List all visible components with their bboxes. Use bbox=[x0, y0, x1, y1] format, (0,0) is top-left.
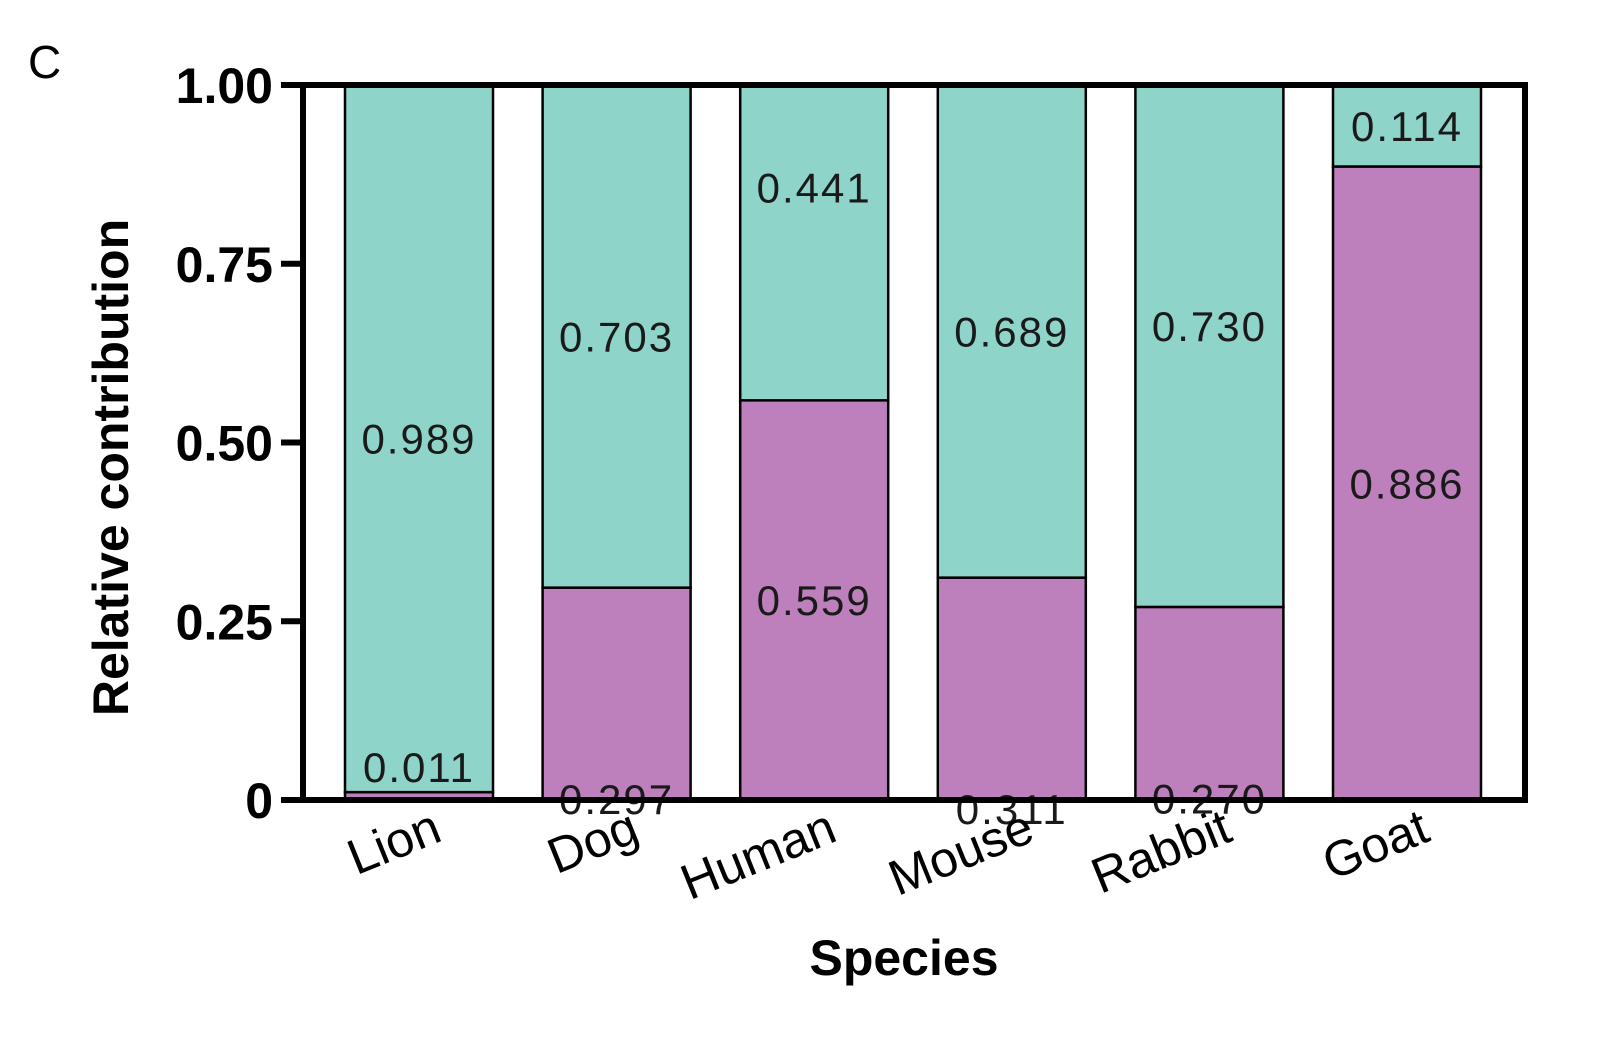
bar-segment-rabbit-0 bbox=[1134, 605, 1285, 802]
data-label-human-1: 0.441 bbox=[757, 165, 872, 212]
data-label-rabbit-1: 0.730 bbox=[1152, 303, 1267, 350]
y-tick-label: 0 bbox=[245, 773, 273, 829]
panel-label: C bbox=[28, 36, 61, 88]
bar-segment-mouse-0 bbox=[936, 576, 1088, 802]
y-tick-label: 0.25 bbox=[176, 594, 273, 650]
bar-segment-dog-0 bbox=[541, 586, 692, 802]
data-label-lion-0: 0.011 bbox=[363, 744, 475, 791]
bar-segment-human-1 bbox=[738, 83, 890, 402]
data-label-goat-0: 0.886 bbox=[1349, 460, 1464, 507]
x-tick-label-goat: Goat bbox=[1315, 798, 1437, 891]
data-label-human-0: 0.559 bbox=[757, 577, 872, 624]
bar-segment-dog-1 bbox=[541, 83, 692, 589]
bars-layer bbox=[343, 83, 1483, 802]
y-axis-title: Relative contribution bbox=[83, 219, 139, 716]
x-tick-label-human: Human bbox=[673, 798, 843, 910]
y-tick-label: 0.50 bbox=[176, 416, 273, 472]
x-tick-label-dog: Dog bbox=[540, 798, 646, 884]
bar-segment-goat-1 bbox=[1331, 83, 1483, 168]
x-axis: Lion Dog Human Mouse Rabbit Goat bbox=[339, 798, 1436, 910]
y-tick-label: 0.75 bbox=[176, 237, 273, 293]
data-label-lion-1: 0.989 bbox=[361, 416, 476, 463]
x-axis-title: Species bbox=[809, 930, 998, 986]
bar-segment-mouse-1 bbox=[936, 83, 1088, 579]
x-tick-label-lion: Lion bbox=[339, 798, 448, 885]
y-axis: 0 0.25 0.50 0.75 1.00 bbox=[176, 58, 303, 829]
data-label-dog-1: 0.703 bbox=[559, 313, 674, 360]
data-label-mouse-0: 0.311 bbox=[956, 786, 1068, 833]
data-labels-layer: 0.0110.9890.2970.7030.5590.4410.3110.689… bbox=[361, 103, 1464, 833]
data-label-goat-1: 0.114 bbox=[1351, 103, 1463, 150]
bar-segment-lion-1 bbox=[343, 83, 495, 794]
bar-segment-goat-0 bbox=[1331, 165, 1483, 802]
data-label-mouse-1: 0.689 bbox=[954, 308, 1069, 355]
bar-segment-human-0 bbox=[738, 399, 890, 802]
y-tick-label: 1.00 bbox=[176, 58, 273, 114]
